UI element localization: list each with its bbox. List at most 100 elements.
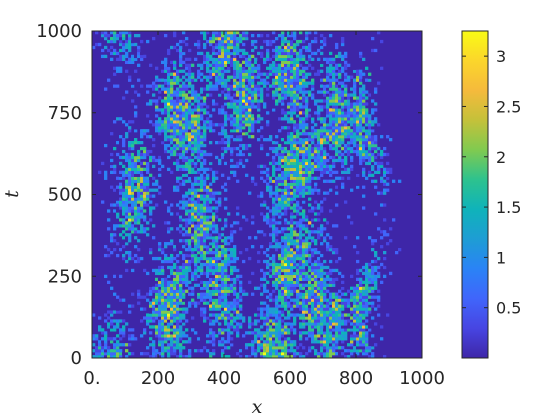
heatmap-cell <box>191 143 195 148</box>
heatmap-cell <box>137 167 141 172</box>
heatmap-cell <box>242 259 246 264</box>
heatmap-cell <box>386 152 390 157</box>
heatmap-cell <box>137 188 141 192</box>
heatmap-cell <box>356 259 360 264</box>
heatmap-cell <box>209 158 213 163</box>
heatmap-cell <box>290 197 294 201</box>
heatmap-cell <box>218 191 222 195</box>
heatmap-cell <box>215 72 219 76</box>
heatmap-cell <box>203 277 207 282</box>
heatmap-cell <box>188 123 192 127</box>
heatmap-cell <box>371 352 375 356</box>
heatmap-cell <box>197 209 201 213</box>
heatmap-cell <box>107 286 111 290</box>
heatmap-cell <box>302 307 306 311</box>
heatmap-cell <box>314 352 318 356</box>
heatmap-cell <box>320 206 324 210</box>
heatmap-cell <box>248 96 252 100</box>
heatmap-cell <box>311 307 315 311</box>
heatmap-cell <box>356 307 360 311</box>
heatmap-cell <box>275 286 279 290</box>
heatmap-cell <box>269 233 273 237</box>
heatmap-cell <box>107 346 111 350</box>
heatmap-cell <box>233 129 237 133</box>
heatmap-cell <box>140 185 144 189</box>
heatmap-cell <box>245 173 249 177</box>
heatmap-cell <box>323 349 327 353</box>
heatmap-cell <box>320 99 324 103</box>
heatmap-cell <box>290 105 294 109</box>
heatmap-cell <box>176 90 180 94</box>
heatmap-cell <box>329 325 333 329</box>
heatmap-cell <box>320 170 324 174</box>
heatmap-cell <box>197 206 201 210</box>
heatmap-cell <box>281 155 285 160</box>
heatmap-cell <box>320 280 324 284</box>
heatmap-cell <box>308 313 312 317</box>
heatmap-cell <box>308 132 312 136</box>
heatmap-cell <box>215 84 219 88</box>
heatmap-cell <box>179 99 183 103</box>
heatmap-cell <box>239 138 243 142</box>
heatmap-cell <box>122 173 126 177</box>
heatmap-cell <box>275 262 279 267</box>
heatmap-cell <box>92 349 96 353</box>
heatmap-cell <box>284 206 288 210</box>
heatmap-cell <box>356 170 360 174</box>
heatmap-cell <box>128 146 132 151</box>
heatmap-cell <box>218 301 222 305</box>
heatmap-cell <box>320 331 324 335</box>
heatmap-cell <box>137 215 141 219</box>
heatmap-cell <box>152 316 156 320</box>
heatmap-cell <box>179 313 183 317</box>
heatmap-cell <box>368 126 372 130</box>
heatmap-cell <box>191 194 195 198</box>
heatmap-cell <box>119 117 123 121</box>
heatmap-cell <box>347 176 351 180</box>
heatmap-cell <box>320 161 324 166</box>
heatmap-cell <box>287 161 291 166</box>
heatmap-cell <box>224 233 228 237</box>
heatmap-cell <box>308 188 312 192</box>
heatmap-cell <box>284 295 288 299</box>
heatmap-cell <box>161 328 165 332</box>
heatmap-cell <box>122 96 126 100</box>
heatmap-cell <box>278 322 282 326</box>
heatmap-cell <box>347 140 351 145</box>
heatmap-cell <box>164 259 168 264</box>
heatmap-cell <box>161 295 165 299</box>
heatmap-cell <box>176 313 180 317</box>
heatmap-cell <box>371 259 375 264</box>
heatmap-cell <box>185 161 189 166</box>
heatmap-cell <box>179 140 183 145</box>
heatmap-cell <box>308 268 312 273</box>
heatmap-cell <box>359 72 363 76</box>
heatmap-cell <box>116 242 120 246</box>
heatmap-cell <box>236 310 240 314</box>
heatmap-cell <box>197 96 201 100</box>
heatmap-cell <box>359 93 363 97</box>
heatmap-cell <box>134 152 138 157</box>
heatmap-cell <box>332 316 336 320</box>
heatmap-cell <box>281 227 285 231</box>
heatmap-cell <box>302 135 306 139</box>
heatmap-cell <box>155 268 159 273</box>
heatmap-cell <box>230 304 234 308</box>
heatmap-cell <box>155 102 159 106</box>
heatmap-cell <box>362 152 366 157</box>
heatmap-cell <box>173 292 177 296</box>
heatmap-cell <box>152 75 156 79</box>
heatmap-cell <box>155 331 159 335</box>
heatmap-cell <box>182 316 186 320</box>
heatmap-cell <box>260 90 264 94</box>
heatmap-cell <box>287 102 291 106</box>
heatmap-cell <box>281 250 285 255</box>
heatmap-cell <box>362 346 366 350</box>
heatmap-cell <box>188 212 192 216</box>
heatmap-cell <box>326 277 330 282</box>
heatmap-cell <box>314 224 318 228</box>
heatmap-cell <box>251 135 255 139</box>
heatmap-cell <box>125 132 129 136</box>
heatmap-cell <box>101 331 105 335</box>
heatmap-cell <box>320 233 324 237</box>
